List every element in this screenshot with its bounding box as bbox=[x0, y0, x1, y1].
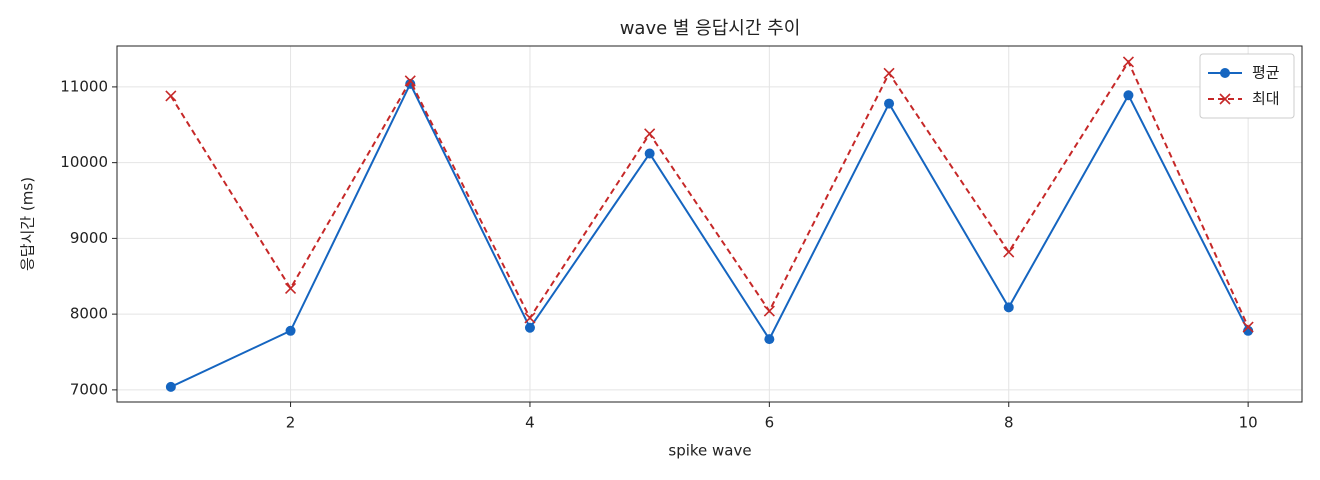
marker bbox=[1243, 325, 1254, 336]
marker bbox=[404, 75, 416, 87]
marker bbox=[644, 148, 655, 159]
series-line bbox=[170, 81, 1250, 388]
y-tick-label: 8000 bbox=[70, 305, 108, 323]
legend-label: 최대 bbox=[1252, 90, 1280, 108]
y-tick-label: 7000 bbox=[70, 380, 108, 398]
series-line bbox=[170, 59, 1250, 328]
x-tick-label: 10 bbox=[1239, 414, 1258, 432]
marker bbox=[1003, 246, 1015, 258]
marker bbox=[764, 334, 775, 345]
marker bbox=[1220, 68, 1230, 78]
x-axis-label: spike wave bbox=[668, 442, 751, 460]
marker bbox=[883, 67, 895, 79]
marker bbox=[1003, 302, 1014, 313]
marker bbox=[524, 322, 535, 333]
x-tick-label: 8 bbox=[1004, 414, 1014, 432]
marker bbox=[1242, 321, 1254, 333]
legend-label: 평균 bbox=[1252, 64, 1280, 82]
y-tick-label: 11000 bbox=[60, 77, 108, 95]
legend-box bbox=[1199, 53, 1295, 119]
marker bbox=[763, 305, 775, 317]
y-axis-label: 응답시간 (ms) bbox=[19, 177, 37, 271]
x-tick-label: 6 bbox=[765, 414, 775, 432]
marker bbox=[644, 128, 656, 140]
y-tick-label: 10000 bbox=[60, 153, 108, 171]
marker bbox=[165, 90, 177, 102]
marker bbox=[284, 282, 297, 294]
x-tick-label: 2 bbox=[286, 414, 296, 432]
marker bbox=[524, 312, 536, 324]
y-tick-label: 9000 bbox=[70, 229, 108, 247]
marker bbox=[884, 98, 895, 109]
marker bbox=[165, 381, 176, 392]
chart-title: wave 별 응답시간 추이 bbox=[620, 18, 801, 39]
plot-frame bbox=[116, 45, 1303, 403]
marker bbox=[1219, 93, 1231, 105]
marker bbox=[1123, 90, 1134, 101]
x-tick-label: 4 bbox=[525, 414, 535, 432]
marker bbox=[1122, 56, 1135, 68]
marker bbox=[285, 325, 296, 336]
